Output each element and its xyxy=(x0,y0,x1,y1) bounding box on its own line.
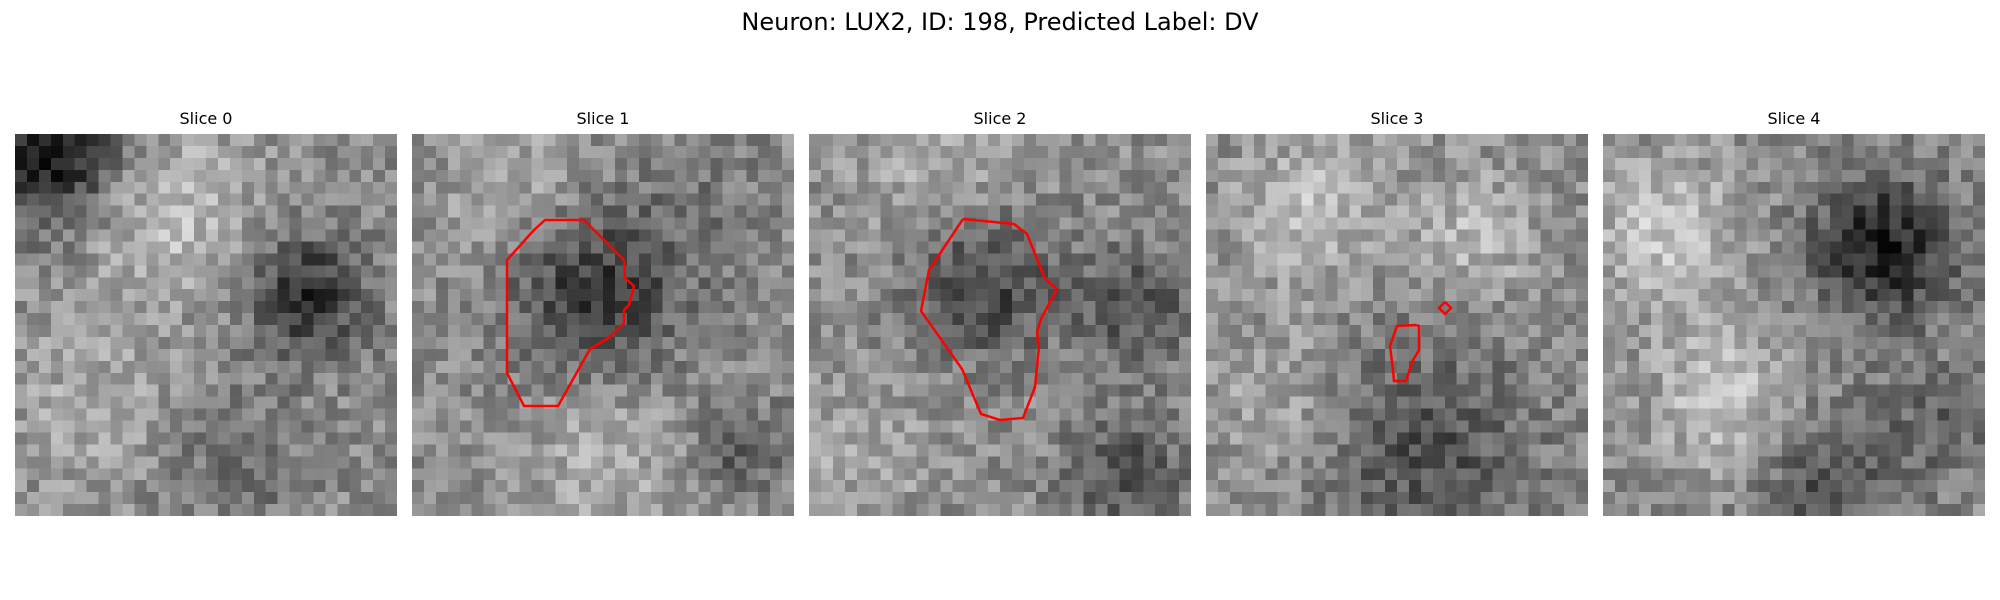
slice-image-2 xyxy=(809,134,1191,516)
segmentation-contour-3 xyxy=(1388,301,1453,383)
slice-title: Slice 1 xyxy=(576,109,630,128)
slice-title: Slice 0 xyxy=(179,109,233,128)
segmentation-contour-1 xyxy=(505,218,636,408)
slice-panel-3: Slice 3 xyxy=(1206,108,1588,516)
slice-image-0 xyxy=(15,134,397,516)
slice-panel-1: Slice 1 xyxy=(412,108,794,516)
slice-title: Slice 3 xyxy=(1370,109,1424,128)
slice-panel-4: Slice 4 xyxy=(1603,108,1985,516)
slice-panel-0: Slice 0 xyxy=(15,108,397,516)
slice-image-4 xyxy=(1603,134,1985,516)
segmentation-contour-2 xyxy=(919,217,1059,422)
slice-title: Slice 2 xyxy=(973,109,1027,128)
figure-title: Neuron: LUX2, ID: 198, Predicted Label: … xyxy=(741,8,1259,36)
slice-panel-2: Slice 2 xyxy=(809,108,1191,516)
slice-image-1 xyxy=(412,134,794,516)
slice-title: Slice 4 xyxy=(1767,109,1821,128)
